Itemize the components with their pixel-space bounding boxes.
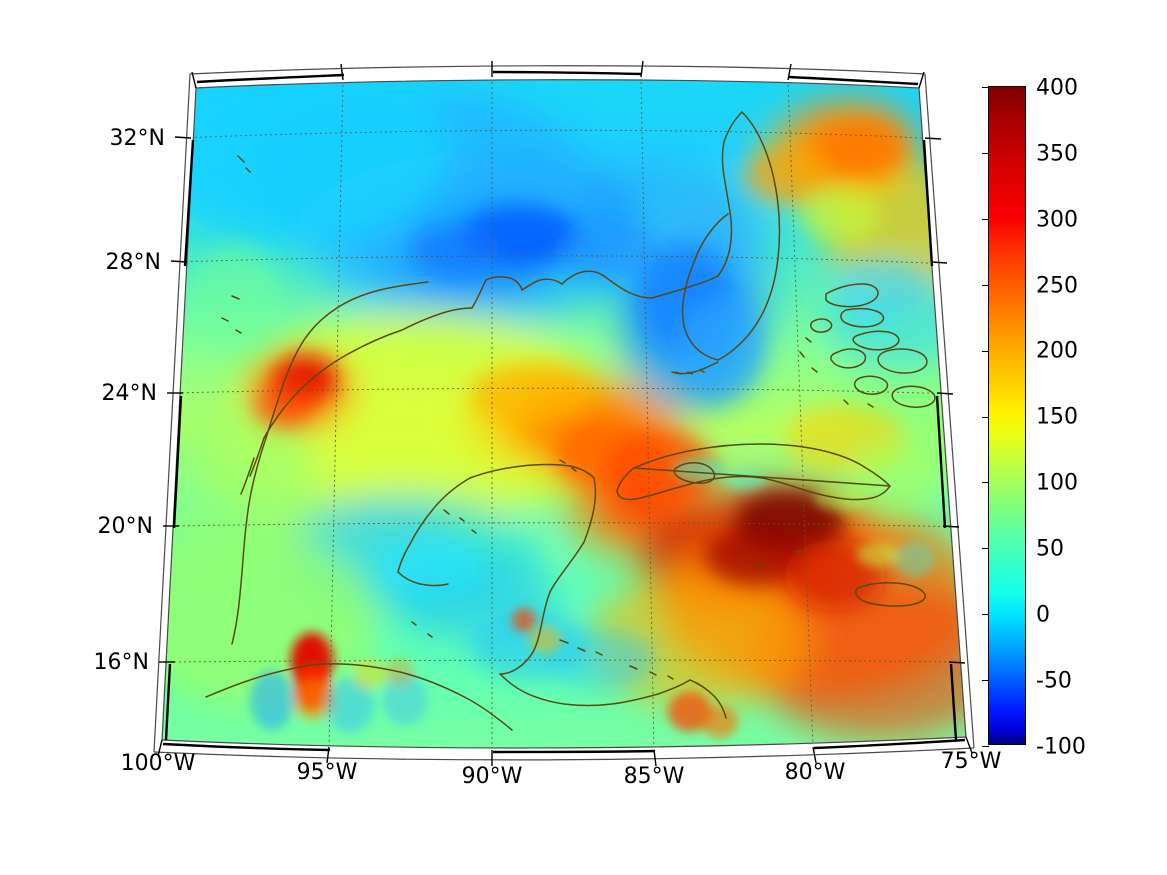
lat-tick-label-20n: 20°N	[97, 514, 153, 539]
lat-tick-label-28n: 28°N	[105, 250, 161, 275]
scalar-field	[162, 79, 966, 748]
colorbar-label-0: 0	[1036, 602, 1050, 628]
colorbar-label--100: -100	[1036, 734, 1086, 760]
lon-tick-label-95w: 95°W	[296, 760, 358, 785]
coastlines	[205, 111, 936, 731]
colorbar-label--50: -50	[1036, 668, 1072, 694]
colorbar-label-350: 350	[1036, 141, 1078, 167]
lat-tick-label-16n: 16°N	[93, 650, 149, 675]
colorbar-tick-0	[982, 614, 989, 616]
colorbar-label-300: 300	[1036, 207, 1078, 233]
lon-tick-label-75w: 75°W	[940, 749, 1002, 774]
lon-tick-label-85w: 85°W	[623, 764, 685, 789]
colorbar-tick-150	[982, 416, 989, 418]
colorbar-label-100: 100	[1036, 470, 1078, 496]
lat-tick-label-32n: 32°N	[109, 126, 165, 151]
colorbar-label-50: 50	[1036, 536, 1064, 562]
colorbar-label-150: 150	[1036, 404, 1078, 430]
colorbar-tick--100	[982, 746, 989, 747]
lon-tick-label-80w: 80°W	[784, 760, 846, 785]
colorbar-gradient	[989, 87, 1025, 744]
lon-tick-label-100w: 100°W	[120, 751, 196, 776]
lon-tick-label-90w: 90°W	[461, 764, 523, 789]
lat-tick-label-24n: 24°N	[101, 381, 157, 406]
colorbar-tick-350	[982, 152, 989, 154]
colorbar[interactable]	[982, 86, 1026, 747]
colorbar-tick-250	[982, 284, 989, 286]
colorbar-tick-50	[982, 548, 989, 550]
colorbar-tick-400	[982, 87, 989, 88]
colorbar-tick-100	[982, 482, 989, 484]
colorbar-tick-200	[982, 350, 989, 352]
colorbar-tick-300	[982, 218, 989, 220]
colorbar-label-250: 250	[1036, 273, 1078, 299]
axis-tick-marks	[157, 60, 973, 767]
map-frame-ticks	[162, 70, 966, 754]
colorbar-tick--50	[982, 680, 989, 682]
colorbar-label-200: 200	[1036, 338, 1078, 364]
colorbar-label-400: 400	[1036, 75, 1078, 101]
